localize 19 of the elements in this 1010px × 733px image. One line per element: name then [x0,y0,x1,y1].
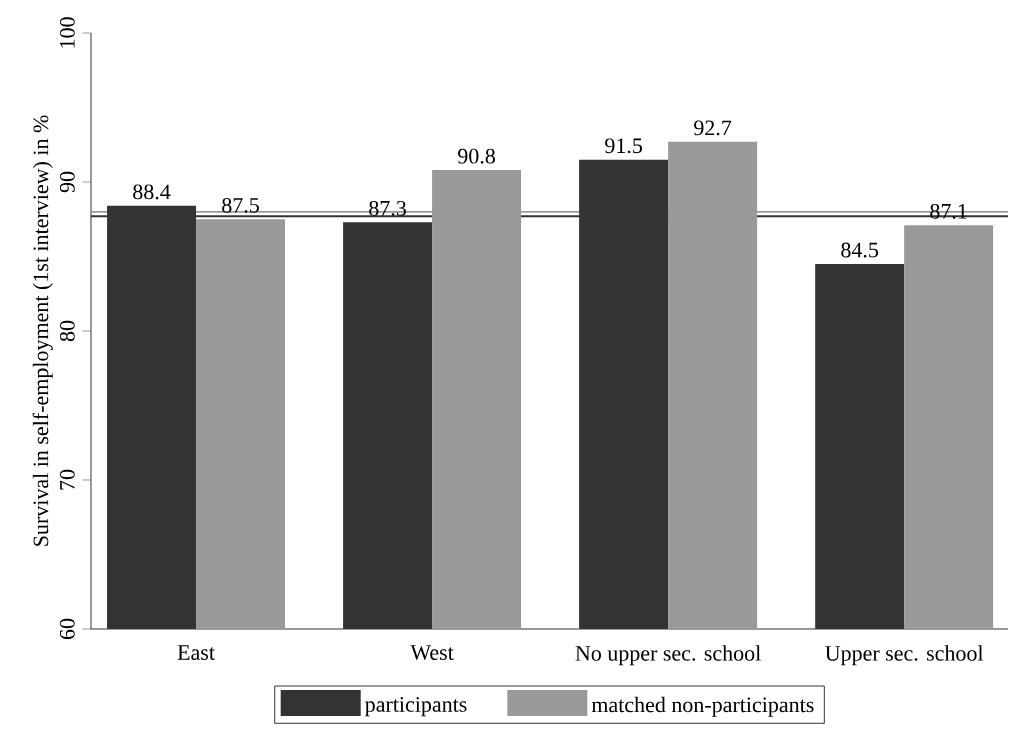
x-tick-label: West [410,645,454,661]
x-tick-label: East [177,645,215,660]
y-tick-label: 90 [59,171,75,193]
y-tick-label: 60 [59,618,75,640]
y-tick-label: 70 [59,469,75,490]
data-label: 92.7 [694,120,732,136]
data-label: 88.4 [133,184,171,200]
x-tick-label: No upper sec. school [575,645,761,666]
x-tick-label: Upper sec. school [825,645,984,666]
legend-label: matched non-participants [591,696,814,717]
y-axis-title: Survival in self-employment (1st interview) in % [32,115,53,546]
y-tick-label: 80 [59,320,75,342]
data-label: 91.5 [605,138,643,154]
y-tick-label: 100 [59,17,75,48]
data-label: 90.8 [458,148,495,164]
data-label: 84.5 [841,242,879,258]
data-label: 87.3 [369,200,406,216]
data-label: 87.5 [222,197,259,213]
legend-label: participants [365,697,467,717]
